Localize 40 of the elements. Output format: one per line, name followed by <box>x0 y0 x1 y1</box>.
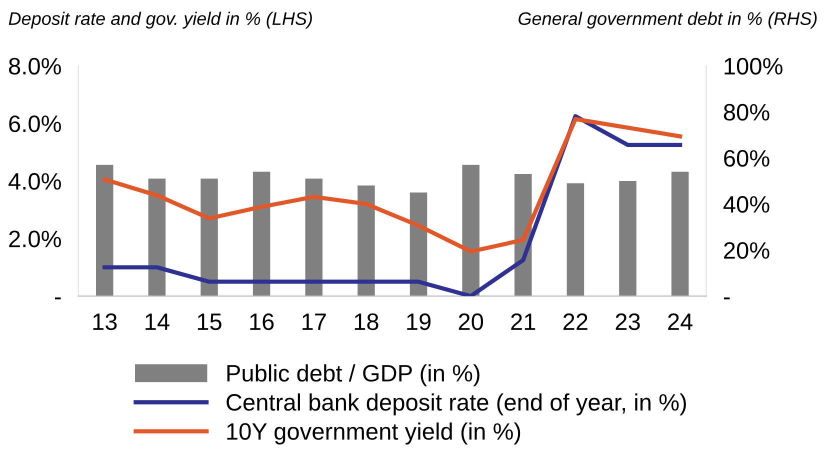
legend-label: 10Y government yield (in %) <box>227 422 520 444</box>
bar <box>96 164 114 296</box>
bar <box>305 178 323 296</box>
bar <box>566 183 584 296</box>
y-tick-label: 8.0% <box>9 58 61 75</box>
y2-tick-label: 100% <box>724 58 782 75</box>
y2-axis-title: General government debt in % (RHS) <box>518 12 817 29</box>
y2-tick-label: 40% <box>723 196 770 213</box>
x-tick-label: 13 <box>93 313 117 330</box>
x-tick-label: 22 <box>564 313 588 330</box>
y-axis-title: Deposit rate and gov. yield in % (LHS) <box>8 12 312 29</box>
y-tick-label: - <box>54 297 61 300</box>
y2-tick-label: 80% <box>724 104 770 121</box>
x-tick-label: 19 <box>407 313 431 330</box>
x-tick-label: 15 <box>198 314 222 330</box>
y2-tick-label: - <box>724 297 730 300</box>
y-tick-label: 4.0% <box>8 173 61 190</box>
bar <box>252 172 270 296</box>
line-series <box>102 116 682 254</box>
bar <box>148 178 166 296</box>
bar <box>619 180 636 296</box>
line-series <box>102 114 682 296</box>
bar <box>200 178 218 296</box>
y-tick-label: 6.0% <box>9 115 61 132</box>
bar <box>671 172 689 296</box>
y2-tick-label: 20% <box>724 242 770 259</box>
bar <box>462 164 480 296</box>
bar <box>358 186 375 296</box>
x-tick-label: 14 <box>146 314 170 330</box>
x-tick-label: 20 <box>458 313 484 330</box>
x-tick-label: 17 <box>302 314 326 330</box>
legend-label: Central bank deposit rate (end of year, in %) <box>226 393 686 416</box>
x-tick-label: 24 <box>668 313 693 330</box>
y2-tick-label: 60% <box>724 150 770 167</box>
x-tick-label: 18 <box>354 313 378 330</box>
x-tick-label: 21 <box>511 313 536 330</box>
x-tick-label: 23 <box>616 313 640 330</box>
legend-label: Public debt / GDP (in %) <box>227 364 480 386</box>
x-tick-label: 16 <box>250 313 274 330</box>
y-tick-label: 2.0% <box>9 230 61 248</box>
